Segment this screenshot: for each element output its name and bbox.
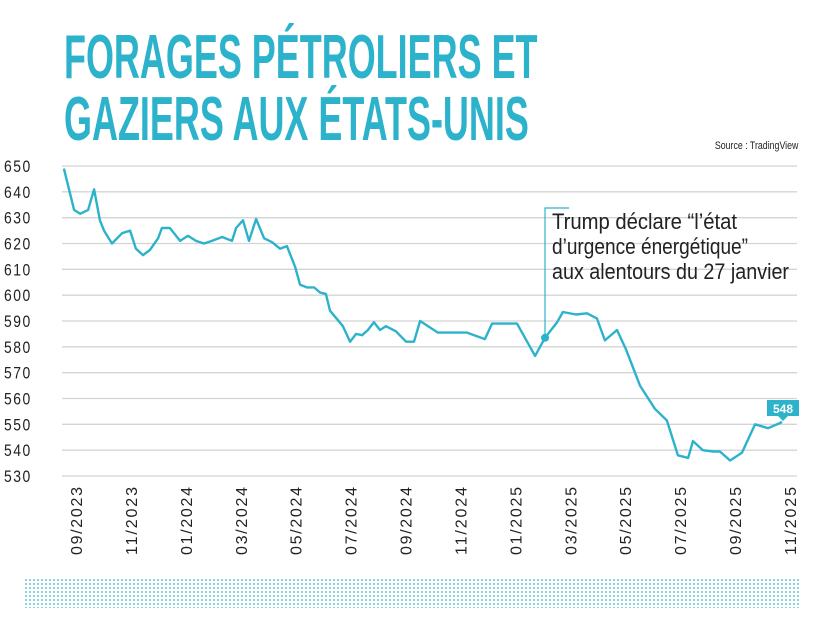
annotation-marker	[541, 333, 550, 342]
x-tick-label: 11/2024	[453, 487, 470, 555]
title-line-1: FORAGES PÉTROLIERS ET	[64, 23, 538, 92]
last-value-label: 548	[773, 402, 793, 416]
x-tick-label: 11/2025	[783, 487, 800, 555]
annotation-text-line: aux alentours du 27 janvier	[552, 259, 789, 284]
y-tick-label: 550	[4, 416, 31, 435]
dotted-band-decoration	[24, 578, 800, 608]
title-line-2: GAZIERS AUX ÉTATS-UNIS	[64, 85, 529, 154]
last-value-pointer	[778, 416, 788, 421]
x-tick-label: 11/2023	[124, 487, 141, 555]
series-line-forages	[62, 168, 783, 462]
y-tick-label: 580	[4, 339, 31, 358]
y-tick-label: 590	[4, 313, 31, 332]
y-tick-label: 610	[4, 261, 31, 280]
annotation-leader-line	[544, 207, 570, 338]
annotation-text-line: Trump déclare “l’état	[552, 209, 737, 234]
last-value-badge	[767, 400, 799, 416]
x-tick-label: 09/2025	[728, 487, 745, 555]
x-tick-label: 07/2025	[673, 487, 690, 555]
y-tick-label: 570	[4, 364, 31, 383]
source-note: Source : TradingView	[714, 140, 798, 152]
x-tick-label: 09/2024	[399, 487, 416, 555]
x-tick-label: 09/2023	[69, 487, 86, 555]
y-tick-label: 600	[4, 287, 31, 306]
x-tick-label: 01/2025	[508, 487, 525, 555]
annotation-text-line: d’urgence énergétique”	[552, 234, 748, 259]
x-tick-label: 05/2024	[289, 487, 306, 555]
y-tick-label: 540	[4, 442, 31, 461]
y-tick-label: 640	[4, 184, 31, 203]
y-tick-label: 650	[4, 158, 31, 177]
x-tick-label: 03/2024	[234, 487, 251, 555]
y-tick-label: 560	[4, 390, 31, 409]
y-tick-label: 620	[4, 235, 31, 254]
x-tick-label: 03/2025	[563, 487, 580, 555]
x-tick-label: 01/2024	[179, 487, 196, 555]
y-tick-label: 630	[4, 209, 31, 228]
y-tick-label: 530	[4, 468, 31, 487]
x-tick-label: 07/2024	[344, 487, 361, 555]
x-tick-label: 05/2025	[618, 487, 635, 555]
